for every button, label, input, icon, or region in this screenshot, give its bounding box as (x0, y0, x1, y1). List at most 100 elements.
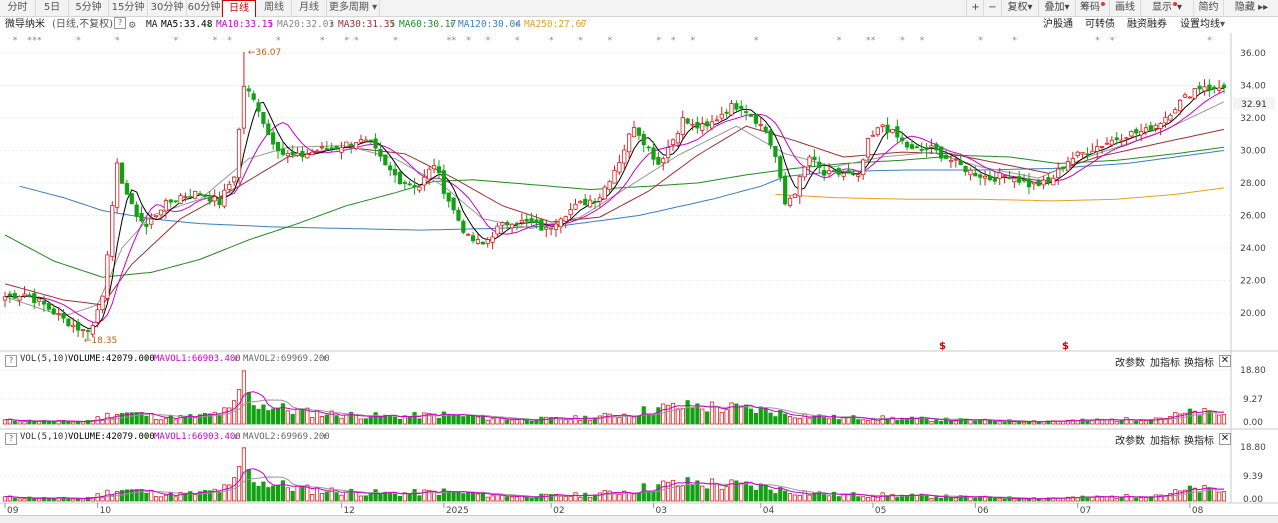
volume-bar[interactable] (1065, 419, 1071, 425)
volume-bar[interactable] (627, 492, 632, 502)
volume-bar[interactable] (363, 495, 368, 502)
volume-bar[interactable] (1212, 410, 1217, 425)
volume-bar[interactable] (71, 498, 76, 502)
candle[interactable] (646, 145, 651, 152)
volume-bar[interactable] (943, 494, 949, 502)
volume-bar[interactable] (666, 404, 671, 425)
volume-bar[interactable] (1119, 497, 1124, 502)
volume-bar[interactable] (85, 496, 90, 502)
candle[interactable] (241, 51, 247, 135)
volume-bar[interactable] (544, 416, 549, 425)
volume-bar[interactable] (22, 498, 27, 502)
volume-bar[interactable] (987, 497, 993, 502)
candle[interactable] (329, 142, 334, 152)
volume-bar[interactable] (378, 492, 383, 502)
candle[interactable] (129, 192, 134, 205)
candle[interactable] (217, 191, 222, 209)
volume-bar[interactable] (129, 489, 134, 502)
candle[interactable] (246, 85, 251, 98)
volume-bar[interactable] (861, 496, 866, 502)
volume-bar[interactable] (719, 488, 724, 502)
volume-bar[interactable] (349, 411, 354, 425)
volume-bar[interactable] (670, 479, 676, 502)
volume-bar[interactable] (505, 419, 510, 425)
candle[interactable] (300, 146, 305, 162)
volume-bar[interactable] (1197, 492, 1202, 502)
volume-bar[interactable] (636, 492, 641, 502)
volume-bar[interactable] (919, 493, 924, 502)
event-marker[interactable]: * (671, 36, 676, 46)
hgt-link[interactable]: 沪股通 (1043, 19, 1073, 30)
volume-bar[interactable] (948, 497, 954, 502)
volume-bar[interactable] (46, 421, 51, 425)
volume-bar[interactable] (661, 403, 666, 425)
candle[interactable] (456, 207, 461, 222)
volume-bar[interactable] (353, 491, 359, 502)
volume-bar[interactable] (602, 489, 607, 502)
volume-bar[interactable] (670, 402, 676, 425)
candle[interactable] (66, 318, 71, 327)
event-marker[interactable]: * (837, 36, 842, 46)
hide-button[interactable]: 隐藏 ▸▸ (1223, 0, 1278, 16)
volume-bar[interactable] (646, 414, 651, 425)
volume-bar[interactable] (948, 420, 954, 425)
event-marker[interactable]: * (447, 36, 452, 46)
candle[interactable] (56, 306, 61, 321)
candle[interactable] (909, 139, 915, 150)
volume-bar[interactable] (90, 420, 95, 425)
volume-bar[interactable] (319, 493, 325, 502)
volume-bar[interactable] (607, 490, 612, 502)
candle[interactable] (397, 170, 403, 186)
volume-bar[interactable] (651, 414, 656, 425)
candle[interactable] (680, 110, 685, 140)
candle[interactable] (924, 142, 929, 158)
event-marker[interactable]: * (344, 36, 349, 46)
volume-bar[interactable] (1124, 417, 1129, 425)
volume-bar[interactable] (446, 413, 451, 425)
volume-bar[interactable] (37, 498, 42, 502)
candle[interactable] (997, 168, 1002, 186)
candle[interactable] (12, 290, 17, 299)
event-marker[interactable]: * (76, 36, 81, 46)
candle[interactable] (1129, 130, 1134, 140)
volume-bar[interactable] (319, 416, 325, 425)
candle[interactable] (1217, 79, 1222, 95)
candle[interactable] (914, 143, 919, 149)
candle[interactable] (32, 288, 37, 310)
tab-30min[interactable]: 30分钟 (148, 0, 187, 16)
volume-bar[interactable] (344, 414, 349, 425)
event-marker[interactable]: * (37, 36, 42, 46)
candle[interactable] (568, 202, 573, 219)
volume-bar[interactable] (685, 477, 690, 502)
candle[interactable] (1090, 143, 1095, 155)
volume-bar[interactable] (17, 498, 22, 502)
volume-bar[interactable] (397, 495, 403, 502)
volume-bar[interactable] (939, 420, 944, 425)
candle[interactable] (451, 197, 456, 214)
candle[interactable] (441, 164, 446, 200)
volume-bar[interactable] (1168, 493, 1173, 502)
candle[interactable] (310, 149, 315, 156)
event-marker[interactable]: * (656, 36, 661, 46)
volume-bar[interactable] (71, 421, 76, 425)
volume-bar[interactable] (744, 481, 749, 502)
volume-bar[interactable] (1197, 415, 1202, 425)
volume-bar[interactable] (978, 419, 983, 425)
volume-bar[interactable] (490, 418, 495, 425)
volume-bar[interactable] (826, 495, 832, 502)
volume-bar[interactable] (466, 414, 471, 425)
candle[interactable] (505, 220, 510, 229)
volume-bar[interactable] (470, 492, 476, 502)
candle[interactable] (714, 115, 720, 122)
volume-bar[interactable] (1002, 498, 1007, 502)
volume-bar[interactable] (578, 419, 583, 425)
volume-bar[interactable] (953, 420, 958, 425)
volume-bar[interactable] (300, 408, 305, 425)
candle[interactable] (544, 219, 549, 238)
candle[interactable] (100, 295, 105, 314)
volume-bar[interactable] (875, 419, 880, 425)
volume-bar[interactable] (1026, 498, 1032, 502)
candle[interactable] (709, 114, 715, 131)
volume-bar[interactable] (1114, 497, 1119, 502)
event-marker[interactable]: * (1095, 36, 1100, 46)
